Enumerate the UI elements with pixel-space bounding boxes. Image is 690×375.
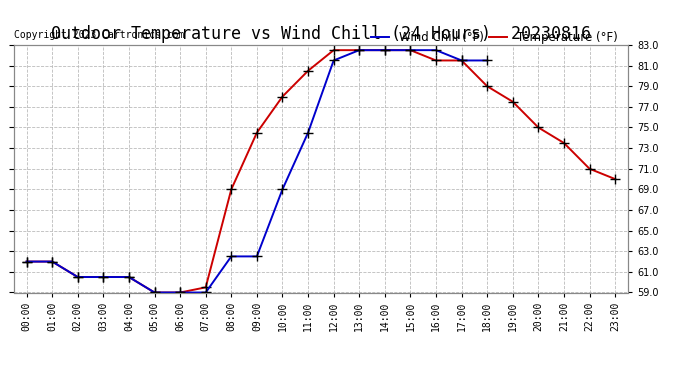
Legend: Wind Chill (°F), Temperature (°F): Wind Chill (°F), Temperature (°F) [366,26,622,49]
Text: Copyright 2023 Cartronics.com: Copyright 2023 Cartronics.com [14,30,184,40]
Title: Outdoor Temperature vs Wind Chill (24 Hours)  20230816: Outdoor Temperature vs Wind Chill (24 Ho… [51,26,591,44]
